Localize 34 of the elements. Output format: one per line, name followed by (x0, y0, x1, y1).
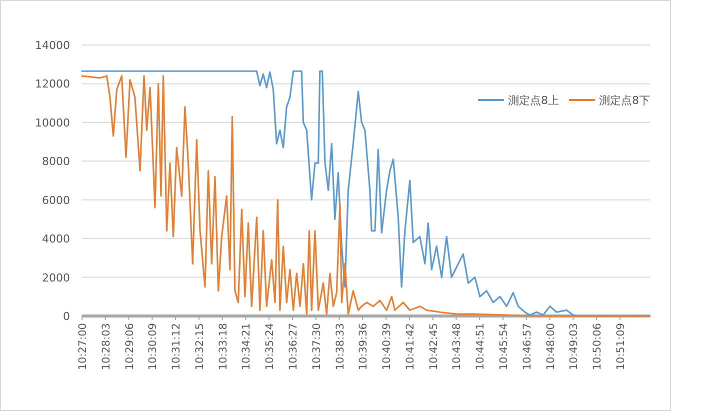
x-tick-label: 10:27:00 (77, 323, 89, 370)
y-tick-label: 4000 (42, 232, 70, 246)
x-tick-label: 10:38:33 (334, 323, 346, 370)
y-tick-label: 10000 (35, 116, 70, 130)
legend-label: 測定点8下 (599, 94, 650, 107)
x-tick-label: 10:28:03 (100, 323, 112, 370)
x-tick-label: 10:44:51 (474, 323, 487, 370)
x-tick-label: 10:43:48 (451, 323, 464, 370)
x-tick-label: 10:32:15 (194, 323, 206, 370)
x-tick-label: 10:35:24 (264, 322, 276, 370)
x-tick-label: 10:45:54 (498, 322, 510, 370)
x-tick-label: 10:30:09 (147, 323, 160, 370)
x-tick-label: 10:39:36 (358, 322, 370, 370)
x-tick-label: 10:49:03 (568, 323, 580, 370)
x-tick-label: 10:46:57 (521, 323, 534, 370)
x-tick-label: 10:40:39 (381, 323, 394, 370)
x-tick-label: 10:41:42 (404, 323, 416, 370)
legend-label: 測定点8上 (508, 94, 559, 107)
x-tick-label: 10:51:09 (614, 323, 627, 370)
y-tick-label: 14000 (35, 39, 70, 52)
x-tick-label: 10:50:06 (592, 322, 604, 370)
x-tick-label: 10:42:45 (428, 323, 440, 370)
x-tick-label: 10:36:27 (287, 323, 300, 370)
y-tick-label: 8000 (42, 155, 70, 168)
y-tick-label: 6000 (42, 194, 70, 207)
y-tick-label: 12000 (35, 78, 70, 91)
x-tick-label: 10:31:12 (170, 323, 183, 370)
x-tick-label: 10:48:00 (544, 323, 557, 370)
y-tick-label: 0 (63, 310, 70, 323)
x-tick-label: 10:33:18 (217, 323, 230, 370)
x-tick-label: 10:34:21 (240, 323, 253, 370)
x-tick-label: 10:37:30 (310, 323, 323, 370)
x-tick-label: 10:29:06 (124, 322, 136, 370)
y-tick-label: 2000 (42, 271, 70, 284)
